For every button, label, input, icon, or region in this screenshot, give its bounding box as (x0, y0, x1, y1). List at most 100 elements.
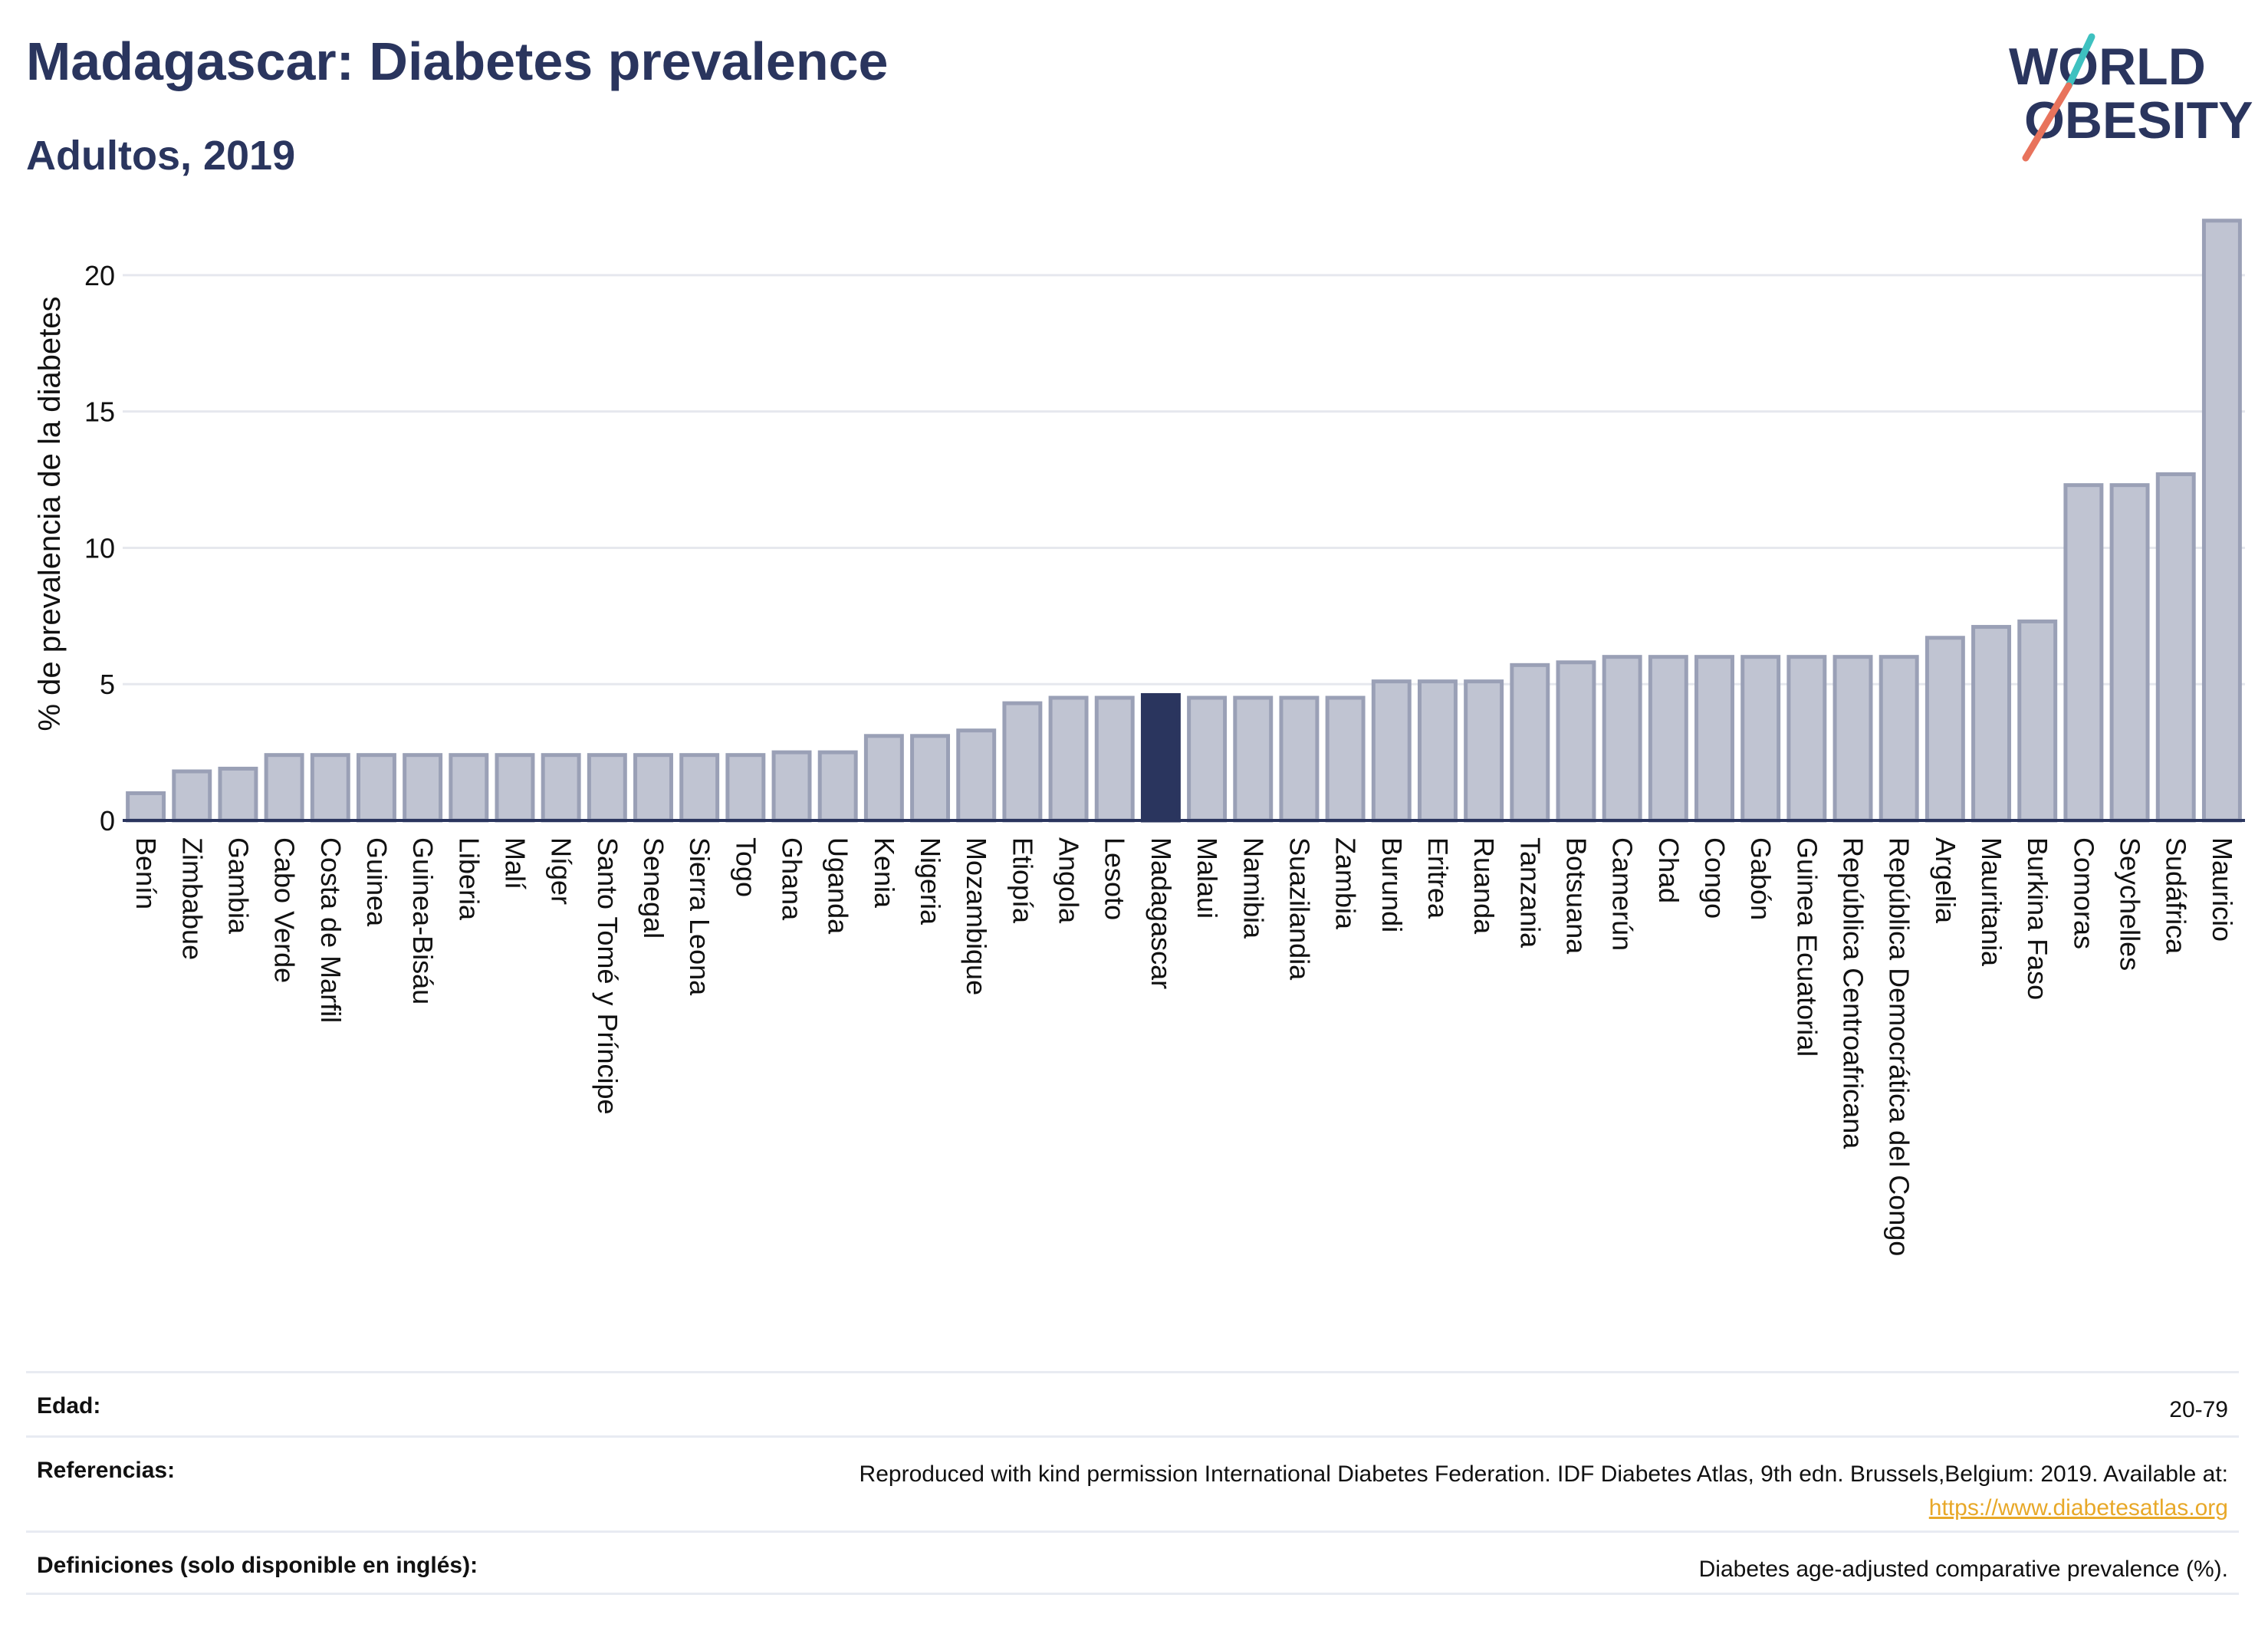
bar (1187, 695, 1228, 823)
bar (541, 753, 581, 823)
age-value: 20-79 (2169, 1397, 2228, 1422)
x-tick-label: Namibia (1238, 837, 1269, 939)
bar (2109, 483, 2150, 823)
info-row-age: Edad: 20-79 (26, 1371, 2239, 1435)
bar (1510, 662, 1550, 823)
bar (1832, 655, 1873, 823)
bar (2063, 483, 2104, 823)
bar-chart: 0 5 10 15 20 Benín Zimbabue Gambia Cabo Verde Co… (33, 219, 2245, 1256)
x-tick-label: Camerún (1607, 837, 1639, 951)
x-tick-label: Madagascar (1146, 837, 1177, 989)
bar (1602, 655, 1642, 823)
x-tick-label: Lesoto (1099, 837, 1131, 920)
age-label: Edad: (37, 1393, 101, 1419)
bar (1371, 679, 1412, 823)
x-tick-label: Liberia (453, 837, 485, 921)
x-tick-label: Kenia (869, 837, 900, 909)
info-row-references: Referencias: Reproduced with kind permis… (26, 1435, 2239, 1530)
y-tick-label: 15 (84, 396, 115, 428)
bar (1740, 655, 1781, 823)
info-table: Edad: 20-79 Referencias: Reproduced with… (26, 1371, 2239, 1595)
x-tick-label: Togo (730, 837, 761, 897)
y-tick-label: 0 (100, 805, 115, 837)
x-axis-ticks: Benín Zimbabue Gambia Cabo Verde Costa de Ma… (130, 837, 2238, 1256)
x-tick-label: Comoras (2068, 837, 2099, 949)
x-tick-label: Guinea (361, 837, 393, 927)
logo-slash-coral (2022, 82, 2072, 162)
bar (449, 753, 489, 823)
bar (1094, 695, 1135, 823)
bar (956, 728, 997, 823)
x-tick-label: Congo (1699, 837, 1731, 919)
diabetes-atlas-link[interactable]: https://www.diabetesatlas.org (1928, 1495, 2228, 1521)
bar (2017, 619, 2058, 823)
bar (1925, 636, 1965, 823)
bar (172, 769, 212, 823)
x-tick-label: Burundi (1376, 837, 1408, 932)
x-tick-label: Zambia (1330, 837, 1362, 930)
info-row-definitions: Definiciones (solo disponible en inglés)… (26, 1530, 2239, 1595)
bar (310, 753, 350, 823)
x-tick-label: Guinea Ecuatorial (1791, 837, 1823, 1057)
x-tick-label: Mauricio (2207, 837, 2238, 942)
world-obesity-logo: WORLD OBESITY (2009, 33, 2253, 162)
logo-text-world: WORLD (2009, 38, 2206, 96)
x-tick-label: Suazilandia (1284, 837, 1315, 981)
x-tick-label: Mauritania (1976, 837, 2007, 967)
bar (2155, 472, 2196, 823)
bar (910, 734, 951, 823)
bar (218, 766, 258, 823)
bar (495, 753, 535, 823)
bar (403, 753, 443, 823)
x-tick-label: Uganda (823, 837, 854, 935)
bar (264, 753, 304, 823)
x-tick-label: Argelia (1930, 837, 1961, 924)
references-text: Reproduced with kind permission Internat… (859, 1461, 2228, 1487)
bar (1878, 655, 1919, 823)
x-tick-label: Chad (1653, 837, 1685, 903)
bar (1325, 695, 1366, 823)
y-axis-title: % de prevalencia de la diabetes (33, 296, 67, 731)
bar (679, 753, 720, 823)
x-tick-label: Tanzania (1514, 837, 1546, 949)
x-tick-label: Costa de Marfil (315, 837, 347, 1023)
bar (1048, 695, 1089, 823)
x-tick-label: Ghana (777, 837, 808, 921)
x-tick-label: Eritrea (1422, 837, 1454, 919)
bar (771, 750, 812, 823)
x-tick-label: Níger (546, 837, 577, 905)
bar (1648, 655, 1688, 823)
bar (1786, 655, 1827, 823)
y-tick-label: 10 (84, 532, 115, 564)
bar (817, 750, 858, 823)
x-tick-label: Santo Tomé y Príncipe (592, 837, 623, 1115)
x-tick-label: Ruanda (1468, 837, 1500, 935)
x-tick-label: Burkina Faso (2022, 837, 2053, 1000)
bar (1694, 655, 1734, 823)
bar (356, 753, 396, 823)
page-subtitle: Adultos, 2019 (26, 133, 296, 179)
y-axis-ticks: 0 5 10 15 20 (84, 260, 115, 837)
bars (126, 219, 2242, 823)
x-tick-label: Sierra Leona (684, 837, 715, 996)
bar (126, 791, 166, 823)
x-tick-label: Nigeria (915, 837, 946, 925)
bar (633, 753, 673, 823)
x-tick-label: Botsuana (1560, 837, 1592, 955)
x-tick-label: Sudáfrica (2161, 837, 2192, 955)
bar (725, 753, 766, 823)
bar (1417, 679, 1458, 823)
x-tick-label: Malí (499, 837, 531, 889)
x-tick-label: República Centroafricana (1838, 837, 1869, 1149)
bar (1464, 679, 1504, 823)
x-tick-label: Cabo Verde (269, 837, 301, 983)
x-tick-label: Senegal (638, 837, 669, 939)
x-tick-label: Mozambique (961, 837, 992, 995)
x-tick-label: Gambia (222, 837, 254, 935)
x-tick-label: Guinea-Bisáu (407, 837, 439, 1004)
bar (1233, 695, 1274, 823)
bar (587, 753, 627, 823)
x-tick-label: Malaui (1192, 837, 1223, 919)
references-label: Referencias: (37, 1458, 176, 1483)
x-tick-label: Zimbabue (176, 837, 208, 960)
